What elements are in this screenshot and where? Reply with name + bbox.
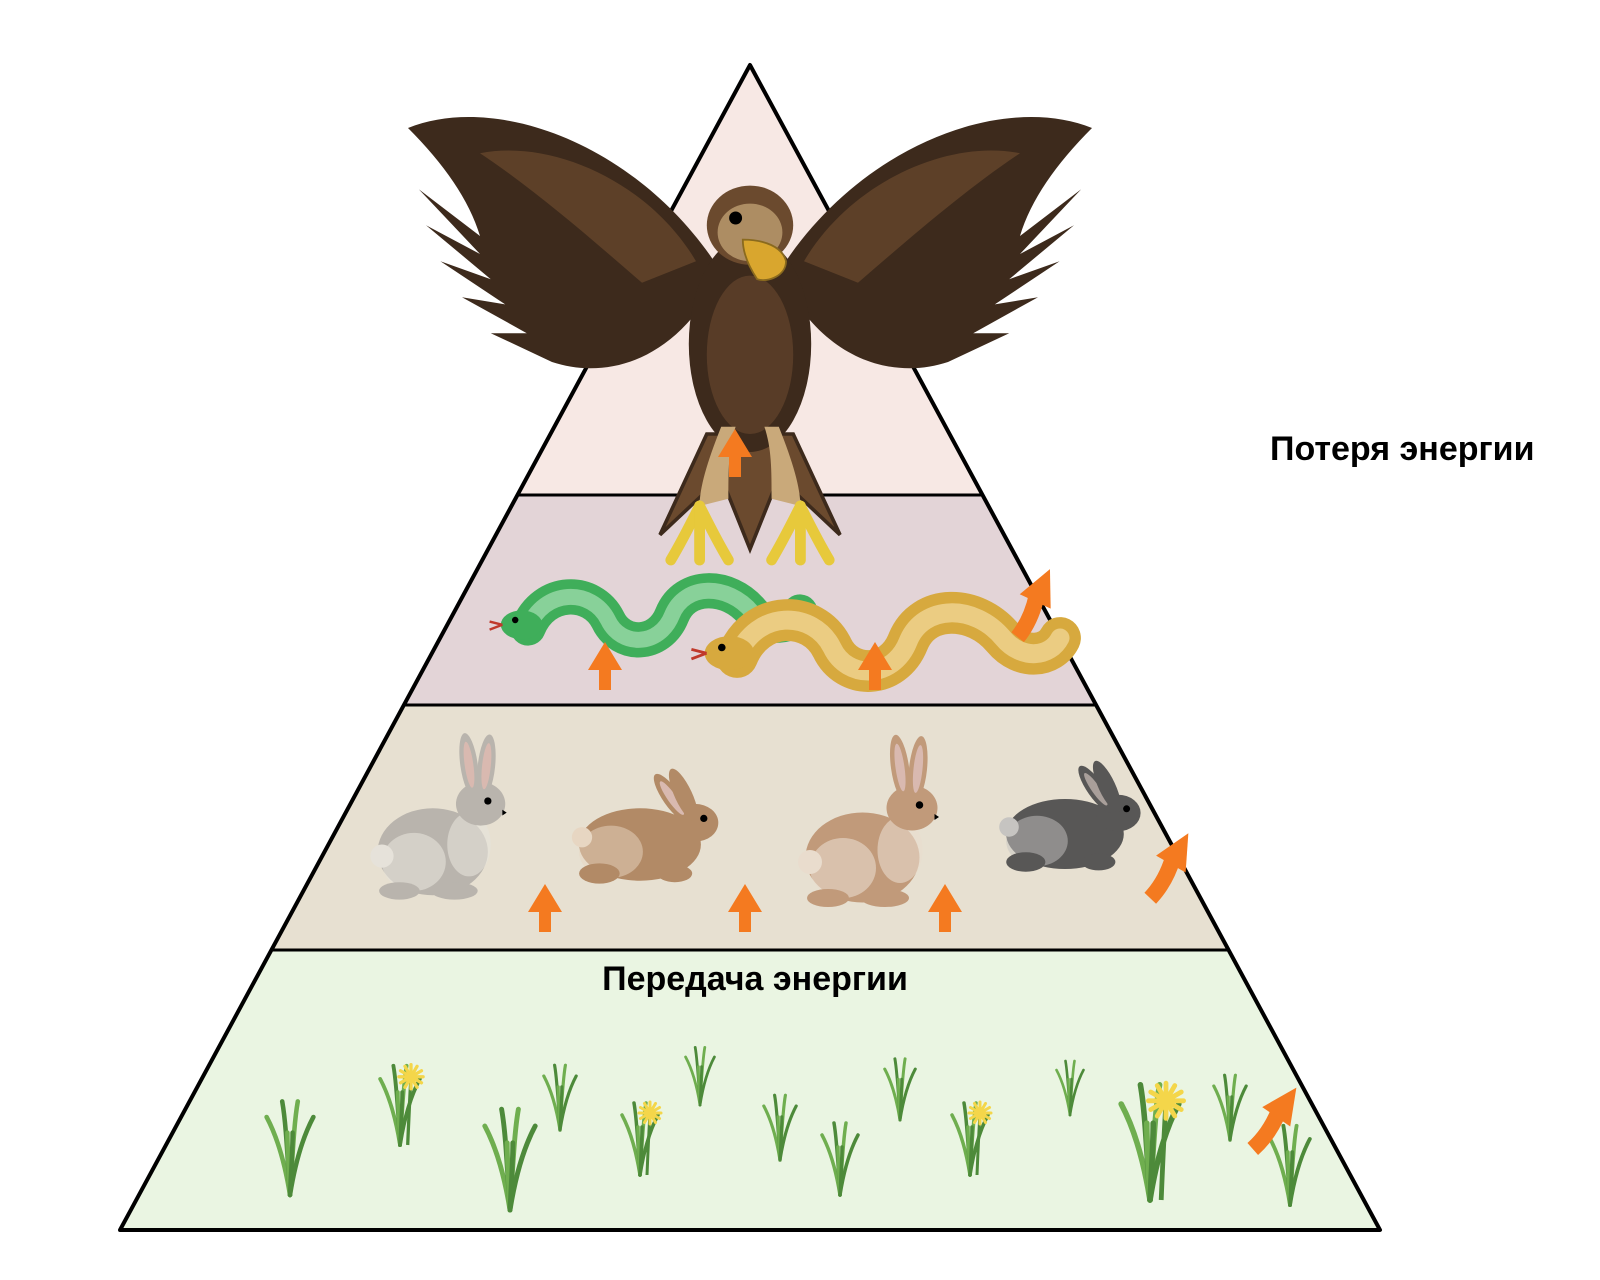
energy-loss-label: Потеря энергии bbox=[1270, 430, 1534, 469]
diagram-stage: Потеря энергии Передача энергии bbox=[0, 0, 1600, 1280]
energy-transfer-label: Передача энергии bbox=[555, 960, 955, 999]
energy-pyramid bbox=[0, 0, 1600, 1280]
